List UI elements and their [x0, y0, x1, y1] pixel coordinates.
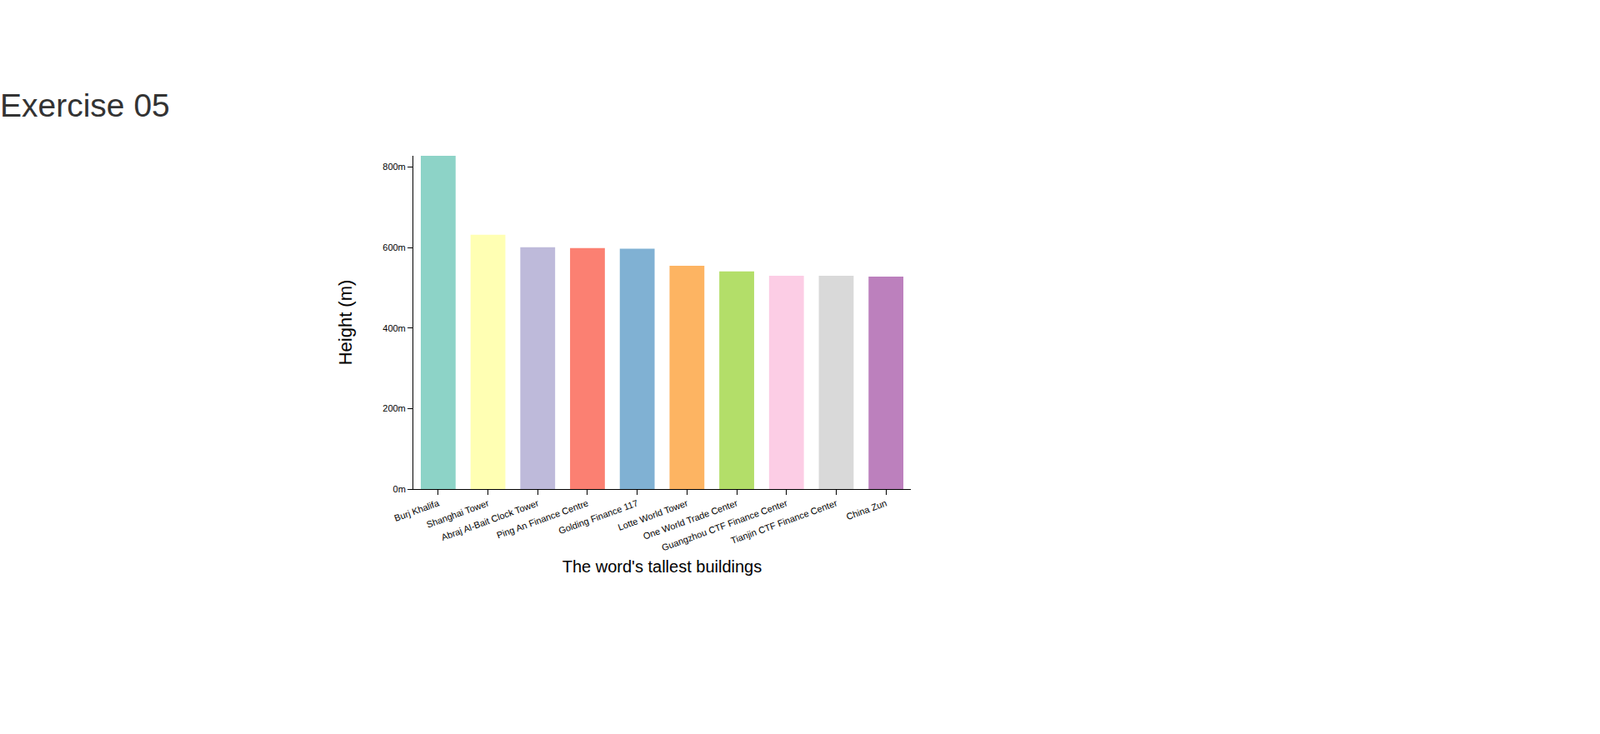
svg-text:Lotte World Tower: Lotte World Tower — [616, 497, 690, 533]
svg-text:Guangzhou CTF Finance Center: Guangzhou CTF Finance Center — [660, 497, 789, 553]
svg-text:Exercise 05: Exercise 05 — [0, 87, 170, 124]
svg-text:One World Trade Center: One World Trade Center — [641, 497, 740, 541]
svg-text:The word's tallest buildings: The word's tallest buildings — [562, 557, 763, 576]
svg-text:Shanghai Tower: Shanghai Tower — [425, 497, 490, 530]
svg-text:Height (m): Height (m) — [335, 280, 356, 366]
svg-text:400m: 400m — [382, 323, 406, 334]
svg-text:600m: 600m — [382, 242, 406, 253]
svg-text:Abraj Al-Bait Clock Tower: Abraj Al-Bait Clock Tower — [440, 497, 540, 543]
svg-text:200m: 200m — [382, 403, 406, 414]
svg-text:Tianjin CTF Finance Center: Tianjin CTF Finance Center — [729, 497, 839, 545]
svg-text:Burj Khalifa: Burj Khalifa — [392, 497, 441, 524]
svg-text:Golding Finance 117: Golding Finance 117 — [556, 497, 640, 536]
svg-text:0m: 0m — [393, 484, 406, 495]
svg-text:800m: 800m — [382, 161, 406, 172]
svg-text:China Zun: China Zun — [845, 497, 889, 522]
svg-text:Ping An Finance Centre: Ping An Finance Centre — [495, 497, 590, 540]
